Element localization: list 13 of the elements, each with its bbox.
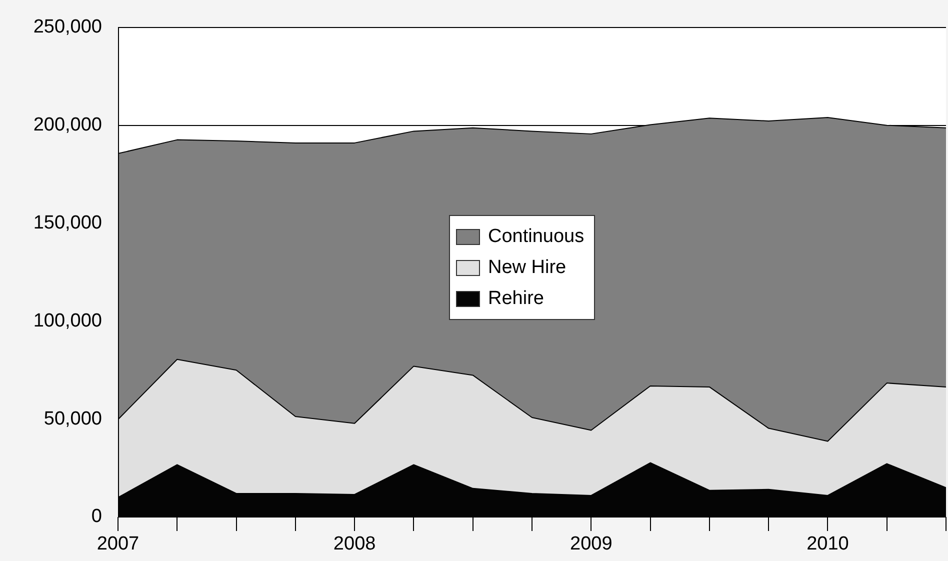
y-tick-label: 100,000 [33,310,102,332]
x-tick-label: 2010 [806,534,849,555]
legend-label: Rehire [488,288,544,310]
x-tick-label: 2009 [570,534,612,555]
x-tick-label: 2008 [333,534,376,555]
legend-label: New Hire [488,257,566,280]
series-label: Continuous [488,226,584,248]
y-tick-label: 200,000 [33,114,102,136]
y-tick-label: 50,000 [44,408,102,430]
y-tick-label: 150,000 [33,212,102,234]
y-tick-label: 250,000 [33,16,102,38]
y-tick-label: 0 [91,506,102,528]
x-tick-label: 2007 [96,534,140,555]
